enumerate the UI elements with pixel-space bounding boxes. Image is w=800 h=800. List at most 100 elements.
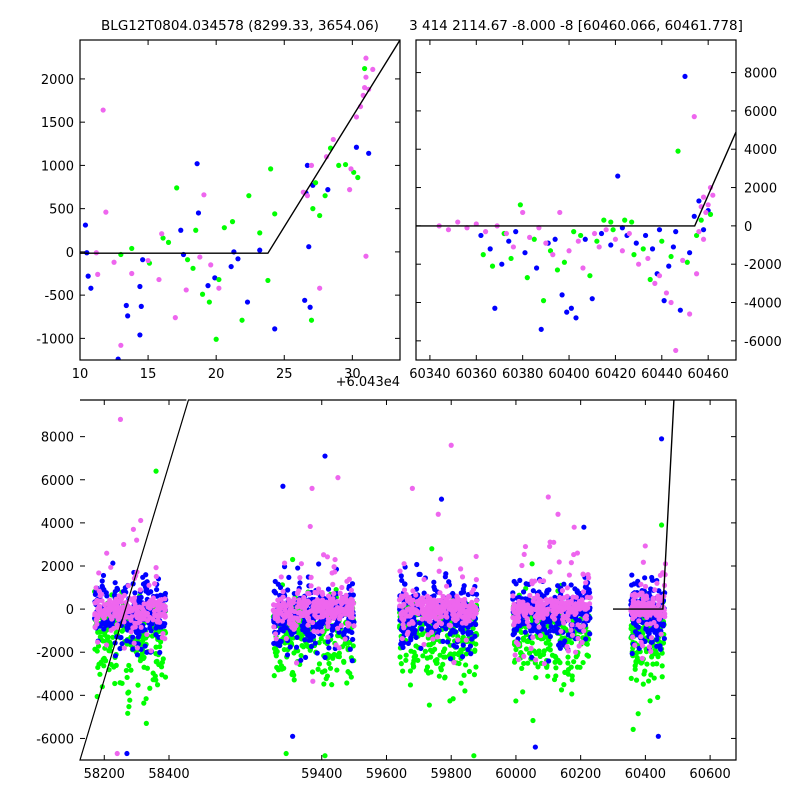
top-right-point-blue xyxy=(582,236,588,242)
bottom-point-magenta xyxy=(533,657,539,663)
bottom-point-green xyxy=(654,661,660,667)
bottom-point-magenta xyxy=(412,609,419,615)
bottom-point-magenta xyxy=(558,628,564,634)
top-left-point-blue xyxy=(138,303,144,309)
bottom-point-magenta xyxy=(640,559,646,565)
top-right-xtick-label: 60440 xyxy=(641,367,682,382)
bottom-point-green xyxy=(298,652,304,659)
bottom-point-magenta xyxy=(324,612,330,619)
top-right-point-blue xyxy=(677,307,683,313)
bottom-point-magenta xyxy=(134,537,140,543)
bottom-point-blue xyxy=(436,627,442,634)
bottom-point-magenta xyxy=(278,574,284,580)
bottom-point-green xyxy=(101,663,107,669)
bottom-point-magenta xyxy=(324,554,331,560)
top-right-point-green xyxy=(540,298,547,304)
bottom-point-magenta xyxy=(568,627,574,633)
bottom-point-green xyxy=(110,634,116,640)
bottom-point-green xyxy=(580,659,586,666)
top-left-points xyxy=(82,55,376,360)
bottom-point-blue xyxy=(473,621,479,628)
bottom-point-green xyxy=(322,753,328,759)
bottom-point-magenta xyxy=(153,565,159,571)
bottom-point-blue xyxy=(401,581,408,587)
bottom-point-blue xyxy=(316,561,322,567)
bottom-point-magenta xyxy=(114,611,120,617)
top-left-point-magenta xyxy=(111,259,117,265)
bottom-point-magenta xyxy=(330,581,336,587)
bottom-point-magenta xyxy=(351,623,357,629)
top-right-point-blue xyxy=(492,305,498,311)
bottom-point-green xyxy=(568,640,575,646)
bottom-point-green xyxy=(525,638,531,645)
bottom-point-magenta xyxy=(147,614,153,620)
bottom-point-magenta xyxy=(473,553,479,560)
bottom-point-magenta xyxy=(400,621,406,628)
bottom-point-magenta xyxy=(94,621,100,627)
bottom-point-magenta xyxy=(657,598,664,604)
bottom-point-magenta xyxy=(310,603,317,609)
bottom-point-green xyxy=(640,681,646,687)
bottom-point-magenta xyxy=(152,581,158,587)
bottom-point-blue xyxy=(568,582,574,588)
bottom-point-magenta xyxy=(114,750,120,757)
bottom-point-blue xyxy=(130,646,136,652)
bottom-point-blue xyxy=(144,649,150,655)
bottom-point-blue xyxy=(658,436,665,442)
bottom-point-blue xyxy=(443,626,449,632)
top-left-ytick-label: 2000 xyxy=(41,73,74,88)
bottom-point-green xyxy=(655,654,661,660)
bottom-point-green xyxy=(102,632,108,638)
bottom-point-magenta xyxy=(348,596,354,602)
bottom-point-magenta xyxy=(121,619,127,625)
top-right-point-magenta xyxy=(705,202,711,208)
bottom-point-magenta xyxy=(469,589,475,595)
top-right-point-green xyxy=(659,238,665,244)
bottom-point-blue xyxy=(118,634,124,641)
bottom-point-magenta xyxy=(569,622,575,628)
bottom-point-magenta xyxy=(297,575,303,581)
bottom-point-magenta xyxy=(521,653,527,659)
bottom-point-green xyxy=(410,661,416,667)
top-right-point-blue xyxy=(487,246,493,252)
bottom-point-blue xyxy=(112,580,118,586)
bottom-point-magenta xyxy=(307,523,313,530)
bottom-point-green xyxy=(346,640,352,646)
bottom-point-blue xyxy=(130,634,136,640)
top-left-point-blue xyxy=(325,187,331,193)
bottom-point-blue xyxy=(654,636,660,643)
bottom-point-magenta xyxy=(435,597,441,604)
bottom-point-magenta xyxy=(638,590,644,596)
bottom-point-magenta xyxy=(452,617,459,624)
top-right-point-magenta xyxy=(703,209,709,216)
top-left-point-magenta xyxy=(208,262,214,268)
top-left-point-blue xyxy=(88,285,94,291)
top-left-ytick-label: -1000 xyxy=(36,332,74,347)
bottom-point-magenta xyxy=(418,598,425,604)
top-right-point-green xyxy=(631,252,637,258)
bottom-point-magenta xyxy=(518,599,524,605)
top-right-xtick-label: 60340 xyxy=(409,367,450,382)
bottom-point-green xyxy=(571,659,577,665)
top-right-ytick-label: -4000 xyxy=(744,297,782,312)
bottom-point-blue xyxy=(523,581,529,587)
bottom-point-magenta xyxy=(404,596,410,602)
bottom-point-magenta xyxy=(639,643,646,649)
top-left-point-magenta xyxy=(370,66,376,73)
bottom-point-green xyxy=(316,661,323,667)
bottom-point-magenta xyxy=(530,598,536,604)
bottom-point-green xyxy=(583,640,589,646)
bottom-point-magenta xyxy=(155,617,161,623)
top-right-point-magenta xyxy=(550,252,556,258)
top-right-model-line-path xyxy=(416,131,736,227)
bottom-point-green xyxy=(473,664,479,670)
top-left-point-magenta xyxy=(308,162,315,169)
bottom-point-green xyxy=(658,522,665,528)
bottom-point-blue xyxy=(276,642,283,649)
bottom-point-blue xyxy=(417,571,423,577)
top-right-point-green xyxy=(571,229,577,235)
bottom-point-magenta xyxy=(401,561,407,567)
top-right-point-magenta xyxy=(645,255,651,262)
bottom-point-magenta xyxy=(335,625,341,631)
bottom-point-blue xyxy=(153,632,159,638)
